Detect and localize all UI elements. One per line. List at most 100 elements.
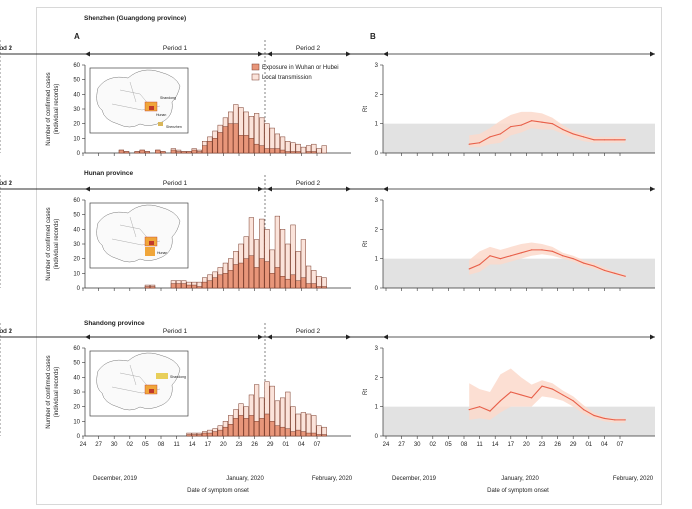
- y-tick-label: 3: [375, 63, 379, 69]
- y-axis-label: Number of confirmed cases: [46, 72, 52, 145]
- bar-exposure-wuhan: [207, 432, 213, 437]
- y-tick-label: 20: [73, 405, 80, 411]
- x-tick-label: 07: [617, 442, 624, 448]
- bar-exposure-wuhan: [222, 126, 228, 154]
- rt-line: [469, 120, 626, 145]
- bar-exposure-wuhan: [274, 267, 280, 289]
- rt-point: [603, 139, 606, 141]
- month-label: December, 2019: [392, 476, 437, 482]
- rt-confidence-band: [469, 111, 626, 148]
- y-tick-label: 50: [73, 78, 80, 84]
- x-tick-label: 30: [111, 442, 118, 448]
- rt-point: [499, 133, 501, 135]
- y-tick-label: 20: [73, 122, 80, 128]
- y-tick-label: 2: [375, 227, 379, 233]
- bar-exposure-wuhan: [321, 286, 327, 289]
- rt-point: [468, 143, 470, 145]
- bar-exposure-wuhan: [243, 258, 249, 289]
- rt-point: [479, 263, 481, 266]
- rt-line: [469, 385, 626, 421]
- period-1-label: Period 1: [0, 45, 12, 52]
- month-label: December, 2019: [93, 476, 138, 482]
- x-tick-label: 04: [298, 442, 305, 448]
- rt-line: [468, 249, 626, 277]
- bar-exposure-wuhan: [212, 277, 218, 289]
- y-axis-label: Rt: [363, 389, 369, 395]
- x-tick-label: 26: [251, 442, 258, 448]
- y-tick-label: 1: [375, 405, 379, 411]
- bar-exposure-wuhan: [238, 135, 244, 154]
- x-tick-label: 05: [445, 442, 452, 448]
- bar-exposure-wuhan: [186, 284, 192, 289]
- x-tick-label: 20: [220, 442, 227, 448]
- y-tick-label: 30: [73, 107, 80, 113]
- y-tick-label: 0: [77, 286, 81, 292]
- x-axis-title: Date of symptom onset: [487, 488, 549, 494]
- bar-exposure-wuhan: [300, 431, 306, 437]
- rt-point: [572, 400, 574, 402]
- rt-point: [531, 249, 533, 251]
- rt-confidence-band: [469, 242, 626, 278]
- bar-exposure-wuhan: [196, 286, 202, 289]
- y-tick-label: 3: [375, 346, 379, 352]
- y-tick-label: 20: [73, 257, 80, 263]
- bar-exposure-wuhan: [124, 151, 130, 154]
- arrowhead-icon: [650, 186, 655, 192]
- bar-exposure-wuhan: [321, 434, 327, 437]
- rt-point: [583, 262, 585, 264]
- map-label: Hunan: [157, 251, 167, 255]
- china-outline-icon: [96, 69, 181, 128]
- bar-local-transmission: [285, 141, 291, 154]
- y-tick-label: 0: [375, 286, 379, 292]
- rt-point: [551, 388, 554, 390]
- bar-local-transmission: [321, 145, 327, 154]
- rt-point: [531, 397, 533, 399]
- bar-exposure-wuhan: [243, 418, 249, 437]
- x-tick-label: 30: [414, 442, 421, 448]
- bar-exposure-wuhan: [259, 418, 265, 437]
- hunan-region-icon: [145, 247, 155, 256]
- y-tick-label: 40: [73, 92, 80, 98]
- bar-exposure-wuhan: [269, 273, 275, 289]
- x-tick-label: 04: [601, 442, 608, 448]
- rt-point: [510, 255, 512, 257]
- period-1-label: Period 1: [163, 180, 188, 187]
- y-tick-label: 0: [375, 151, 379, 157]
- bar-exposure-wuhan: [202, 432, 208, 437]
- y-tick-label: 10: [73, 271, 80, 277]
- rt-point: [541, 385, 543, 387]
- bar-exposure-wuhan: [285, 428, 291, 437]
- y-tick-label: 1: [375, 122, 379, 128]
- rt-point: [562, 394, 564, 396]
- bar-exposure-wuhan: [176, 283, 182, 289]
- bar-exposure-wuhan: [316, 434, 322, 437]
- region-title: Shenzhen (Guangdong province): [84, 15, 186, 22]
- bar-exposure-wuhan: [264, 413, 270, 437]
- x-tick-label: 05: [142, 442, 149, 448]
- rt-point: [510, 391, 512, 393]
- bar-exposure-wuhan: [212, 431, 218, 437]
- bar-exposure-wuhan: [170, 283, 176, 289]
- china-outline-icon: [96, 204, 181, 263]
- x-tick-label: 29: [267, 442, 274, 448]
- bar-exposure-wuhan: [144, 151, 150, 154]
- bar-exposure-wuhan: [155, 149, 161, 154]
- china-outline-icon: [96, 352, 181, 411]
- bar-exposure-wuhan: [290, 151, 296, 154]
- bar-exposure-wuhan: [160, 151, 166, 154]
- rt-point: [489, 255, 491, 257]
- y-tick-label: 3: [375, 198, 379, 204]
- wuhan-marker-icon: [149, 241, 154, 245]
- bar-exposure-wuhan: [191, 149, 197, 154]
- x-tick-label: 23: [539, 442, 546, 448]
- bar-exposure-wuhan: [300, 277, 306, 289]
- bar-exposure-wuhan: [285, 151, 291, 154]
- bar-exposure-wuhan: [306, 151, 312, 154]
- period-2-label: Period 2: [0, 328, 12, 335]
- bar-exposure-wuhan: [222, 426, 228, 437]
- x-tick-label: 27: [398, 442, 405, 448]
- x-tick-label: 29: [570, 442, 577, 448]
- bar-exposure-wuhan: [316, 286, 322, 289]
- rt-point: [572, 258, 574, 260]
- rt-point: [479, 406, 481, 408]
